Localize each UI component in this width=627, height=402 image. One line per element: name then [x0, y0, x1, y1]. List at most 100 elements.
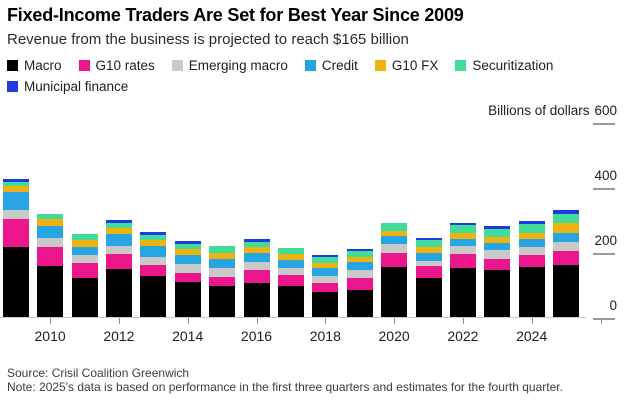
segment-g10_rates — [415, 266, 442, 278]
legend-label-municipal_finance: Municipal finance — [24, 79, 129, 94]
bar-2022 — [449, 222, 476, 318]
legend-item-emerging_macro: Emerging macro — [171, 58, 288, 73]
segment-emerging_macro — [381, 244, 408, 254]
bar-2025 — [553, 210, 580, 318]
x-tick-label-2024: 2024 — [516, 328, 548, 344]
y-tick-value: 400 — [594, 168, 617, 183]
segment-emerging_macro — [71, 255, 98, 264]
segment-macro — [312, 292, 339, 318]
segment-g10_fx — [381, 230, 408, 237]
x-tick-mark-end — [600, 318, 602, 324]
segment-emerging_macro — [449, 246, 476, 254]
segment-macro — [105, 268, 132, 318]
segment-macro — [415, 277, 442, 318]
segment-credit — [105, 234, 132, 247]
segment-municipal_finance — [484, 226, 511, 229]
segment-municipal_finance — [105, 219, 132, 223]
bar-2021 — [415, 237, 442, 318]
y-tick-label-600: Billions of dollars 600 — [488, 103, 617, 118]
legend-label-g10_fx: G10 FX — [391, 58, 439, 73]
bar-2013 — [140, 231, 167, 318]
y-tick-mark-200 — [593, 253, 615, 255]
segment-g10_rates — [37, 246, 64, 267]
segment-municipal_finance — [140, 231, 167, 235]
segment-g10_rates — [71, 263, 98, 278]
x-axis-baseline — [0, 317, 586, 318]
segment-credit — [518, 239, 545, 248]
legend-label-credit: Credit — [321, 58, 358, 73]
segment-securitization — [484, 229, 511, 237]
segment-securitization — [37, 214, 64, 219]
x-tick-mark-2018 — [325, 318, 327, 324]
segment-securitization — [346, 251, 373, 257]
bar-2018 — [312, 254, 339, 318]
segment-securitization — [209, 246, 236, 254]
segment-g10_fx — [37, 218, 64, 226]
bar-2023 — [484, 226, 511, 318]
segment-municipal_finance — [518, 221, 545, 224]
segment-securitization — [381, 222, 408, 231]
bar-2019 — [346, 248, 373, 318]
x-tick-mark-2020 — [394, 318, 396, 324]
segment-credit — [484, 242, 511, 251]
segment-g10_fx — [415, 247, 442, 254]
y-tick-value: 600 — [594, 103, 617, 118]
x-tick-mark-2024 — [531, 318, 533, 324]
x-tick-label-2018: 2018 — [309, 328, 341, 344]
bar-2016 — [243, 239, 270, 318]
segment-credit — [243, 252, 270, 262]
segment-securitization — [415, 240, 442, 248]
segment-credit — [174, 254, 201, 264]
source-text: Source: Crisil Coalition Greenwich — [7, 366, 190, 380]
x-tick-label-2020: 2020 — [378, 328, 410, 344]
x-tick-label-2016: 2016 — [240, 328, 273, 344]
segment-municipal_finance — [243, 239, 270, 242]
segment-g10_rates — [312, 282, 339, 292]
segment-macro — [140, 276, 167, 318]
segment-municipal_finance — [2, 178, 29, 182]
legend-row-1: Macro G10 rates Emerging macro Credit G10 FX… — [7, 58, 622, 73]
chart-title: Fixed-Income Traders Are Set for Best Ye… — [7, 5, 464, 25]
y-tick-label-200: 200 — [594, 233, 617, 248]
segment-macro — [243, 282, 270, 318]
x-tick-mark-2010 — [50, 318, 52, 324]
segment-securitization — [277, 247, 304, 255]
segment-g10_fx — [71, 240, 98, 247]
segment-g10_rates — [381, 253, 408, 267]
segment-g10_fx — [105, 228, 132, 235]
segment-emerging_macro — [105, 246, 132, 255]
segment-securitization — [243, 241, 270, 248]
segment-g10_fx — [140, 240, 167, 247]
bar-2010 — [37, 214, 64, 318]
segment-g10_rates — [277, 274, 304, 286]
segment-credit — [346, 262, 373, 271]
segment-credit — [2, 192, 29, 211]
bar-2011 — [71, 234, 98, 318]
segment-credit — [209, 258, 236, 268]
segment-securitization — [71, 234, 98, 241]
y-axis-unit-label: Billions of dollars — [488, 103, 590, 118]
bar-2012 — [105, 219, 132, 318]
segment-macro — [484, 270, 511, 318]
segment-g10_rates — [346, 277, 373, 290]
segment-credit — [415, 253, 442, 262]
segment-macro — [2, 247, 29, 318]
segment-macro — [449, 267, 476, 318]
segment-securitization — [140, 234, 167, 241]
segment-municipal_finance — [553, 210, 580, 215]
segment-macro — [518, 266, 545, 318]
segment-securitization — [2, 181, 29, 186]
legend-item-macro: Macro — [7, 58, 62, 73]
segment-credit — [553, 232, 580, 242]
segment-macro — [381, 266, 408, 318]
segment-emerging_macro — [518, 247, 545, 255]
legend-row-2: Municipal finance — [7, 79, 622, 94]
legend-swatch-credit — [304, 60, 316, 71]
x-tick-label-2022: 2022 — [447, 328, 479, 344]
segment-securitization — [553, 214, 580, 224]
legend-swatch-g10_rates — [78, 60, 90, 71]
y-tick-mark-600 — [593, 123, 615, 125]
note-text: Note: 2025's data is based on performanc… — [7, 380, 563, 394]
segment-emerging_macro — [277, 267, 304, 275]
